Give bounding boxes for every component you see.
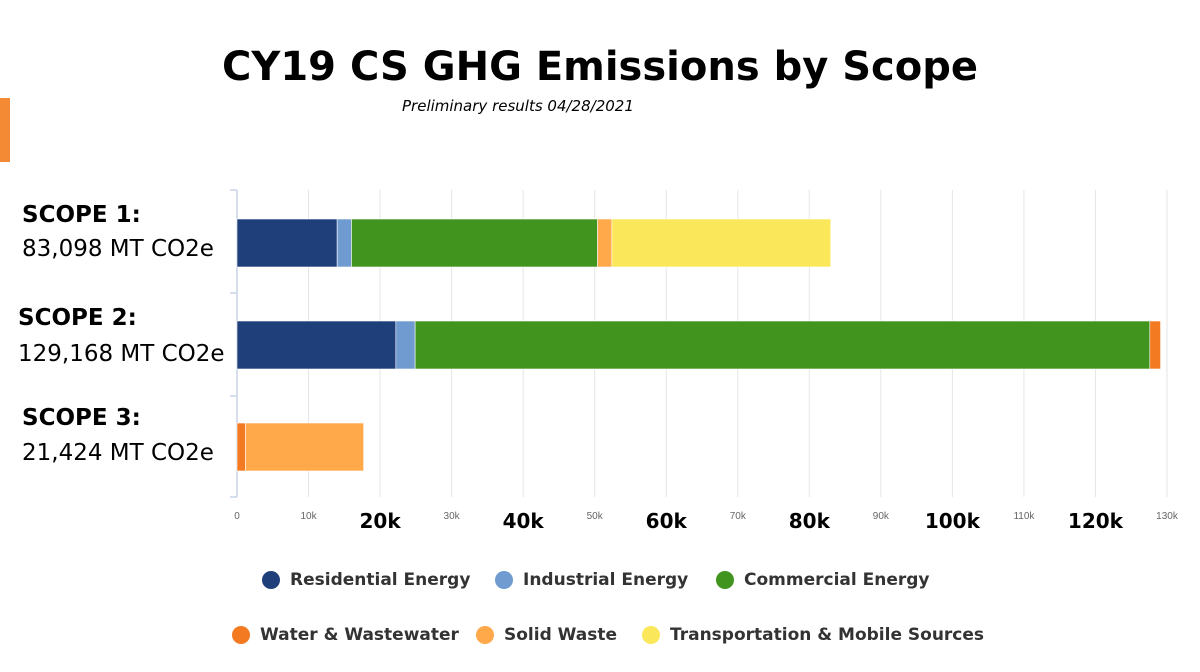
legend-swatch-water <box>232 626 250 644</box>
bar-segment-scope-3 <box>245 422 364 472</box>
legend-label-industrial: Industrial Energy <box>523 570 689 590</box>
bar-segment-scope-2 <box>1149 320 1161 370</box>
legend-item-water[interactable]: Water & Wastewater <box>232 625 459 645</box>
scope-1-title: SCOPE 1: <box>22 202 141 228</box>
bar-segment-scope-1 <box>611 218 832 268</box>
legend-label-water: Water & Wastewater <box>260 625 459 645</box>
x-tick-label: 50k <box>587 511 604 522</box>
x-tick-label-large: 80k <box>789 509 831 533</box>
legend-item-commercial[interactable]: Commercial Energy <box>716 570 930 590</box>
bar-segment-scope-3 <box>236 422 246 472</box>
scope-2-total: 129,168 MT CO2e <box>18 341 225 367</box>
legend-label-solid-waste: Solid Waste <box>504 625 618 645</box>
bar-segment-scope-1 <box>336 218 352 268</box>
scope-2-title: SCOPE 2: <box>18 305 137 331</box>
x-tick-label-large: 20k <box>360 509 402 533</box>
legend-swatch-commercial <box>716 571 734 589</box>
legend-item-transportation[interactable]: Transportation & Mobile Sources <box>642 625 984 645</box>
x-tick-label: 90k <box>873 511 890 522</box>
legend-swatch-solid-waste <box>476 626 494 644</box>
bar-segment-scope-2 <box>414 320 1151 370</box>
legend-swatch-transportation <box>642 626 660 644</box>
x-tick-label-large: 40k <box>503 509 545 533</box>
x-tick-label-large: 120k <box>1068 509 1124 533</box>
scope-3-total: 21,424 MT CO2e <box>22 440 214 466</box>
bar-segment-scope-2 <box>395 320 416 370</box>
legend-item-residential[interactable]: Residential Energy <box>262 570 470 590</box>
legend-item-industrial[interactable]: Industrial Energy <box>495 570 688 590</box>
bar-segment-scope-1 <box>597 218 613 268</box>
bar-segment-scope-1 <box>236 218 338 268</box>
legend-swatch-industrial <box>495 571 513 589</box>
chart-title: CY19 CS GHG Emissions by Scope <box>222 44 978 90</box>
scope-1-total: 83,098 MT CO2e <box>22 236 214 262</box>
bar-segment-scope-2 <box>236 320 397 370</box>
bar-segment-scope-1 <box>351 218 598 268</box>
x-tick-label: 0 <box>234 511 240 522</box>
x-tick-label: 130k <box>1156 511 1179 522</box>
legend-item-solid-waste[interactable]: Solid Waste <box>476 625 617 645</box>
x-tick-label: 30k <box>444 511 461 522</box>
x-tick-label: 70k <box>730 511 747 522</box>
x-tick-label-large: 60k <box>646 509 688 533</box>
legend-swatch-residential <box>262 571 280 589</box>
accent-bar <box>0 98 10 162</box>
x-tick-label: 10k <box>300 511 317 522</box>
legend-label-residential: Residential Energy <box>290 570 471 590</box>
x-tick-label-large: 100k <box>925 509 981 533</box>
legend-label-commercial: Commercial Energy <box>744 570 930 590</box>
legend-label-transportation: Transportation & Mobile Sources <box>670 625 985 645</box>
x-tick-label: 110k <box>1013 511 1035 522</box>
scope-3-title: SCOPE 3: <box>22 405 141 431</box>
chart-subtitle: Preliminary results 04/28/2021 <box>402 97 634 115</box>
